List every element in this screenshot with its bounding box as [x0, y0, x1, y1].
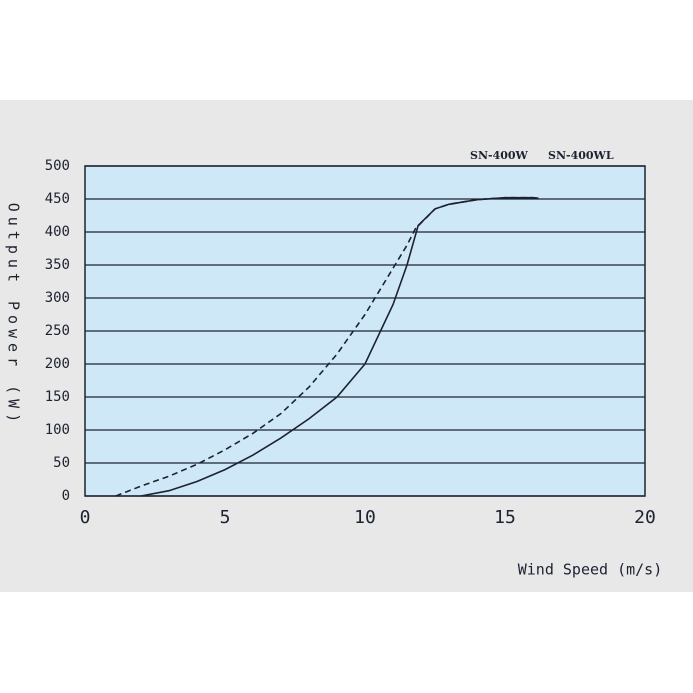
x-tick-label: 5 [220, 507, 231, 528]
y-tick-label: 100 [45, 422, 70, 438]
x-tick-label: 0 [80, 507, 91, 528]
y-tick-label: 300 [45, 290, 70, 306]
x-tick-label: 10 [354, 507, 376, 528]
y-axis-label: Output Power (W) [5, 203, 23, 428]
x-tick-label: 20 [634, 507, 656, 528]
legend-label: SN-400WL [548, 149, 614, 162]
y-tick-label: 350 [45, 257, 70, 273]
legend-label: SN-400W [470, 149, 529, 162]
y-tick-label: 150 [45, 389, 70, 405]
y-tick-label: 500 [45, 158, 70, 174]
y-tick-label: 200 [45, 356, 70, 372]
y-tick-label: 400 [45, 224, 70, 240]
y-tick-label: 0 [62, 488, 70, 504]
x-axis-label: Wind Speed (m/s) [518, 561, 663, 579]
y-tick-label: 50 [53, 455, 70, 471]
y-tick-label: 250 [45, 323, 70, 339]
x-tick-label: 15 [494, 507, 516, 528]
y-tick-label: 450 [45, 191, 70, 207]
line-series [115, 196, 539, 497]
